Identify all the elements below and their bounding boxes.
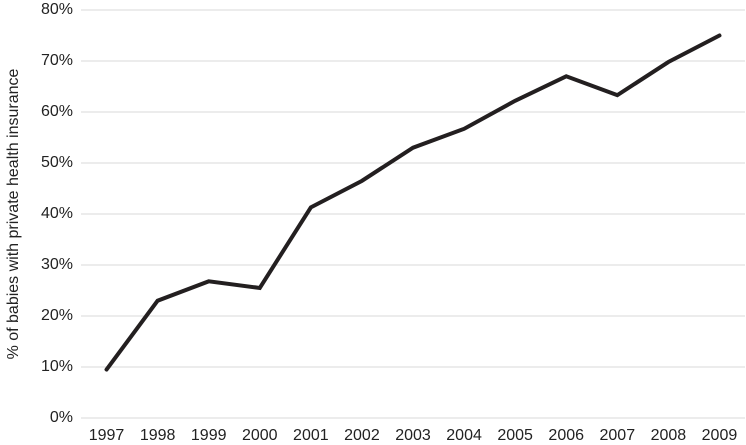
x-tick-label: 1998 [140, 427, 176, 444]
y-tick-label: 60% [41, 103, 73, 120]
x-tick-label: 2001 [293, 427, 329, 444]
y-tick-label: 0% [50, 409, 73, 426]
y-tick-label: 50% [41, 154, 73, 171]
y-tick-label: 10% [41, 358, 73, 375]
y-axis-label: % of babies with private health insuranc… [5, 68, 22, 359]
x-tick-label: 2000 [242, 427, 278, 444]
x-tick-label: 2006 [548, 427, 584, 444]
x-tick-label: 1997 [89, 427, 125, 444]
y-tick-label: 80% [41, 1, 73, 18]
y-tick-label: 20% [41, 307, 73, 324]
x-tick-label: 2002 [344, 427, 380, 444]
y-tick-label: 40% [41, 205, 73, 222]
x-tick-label: 2009 [702, 427, 738, 444]
y-tick-label: 30% [41, 256, 73, 273]
x-tick-label: 2005 [497, 427, 533, 444]
x-tick-label: 1999 [191, 427, 227, 444]
x-tick-label: 2007 [600, 427, 636, 444]
x-tick-label: 2004 [446, 427, 482, 444]
data-line [104, 33, 722, 372]
y-tick-label: 70% [41, 52, 73, 69]
x-tick-label: 2008 [651, 427, 687, 444]
x-tick-label: 2003 [395, 427, 431, 444]
